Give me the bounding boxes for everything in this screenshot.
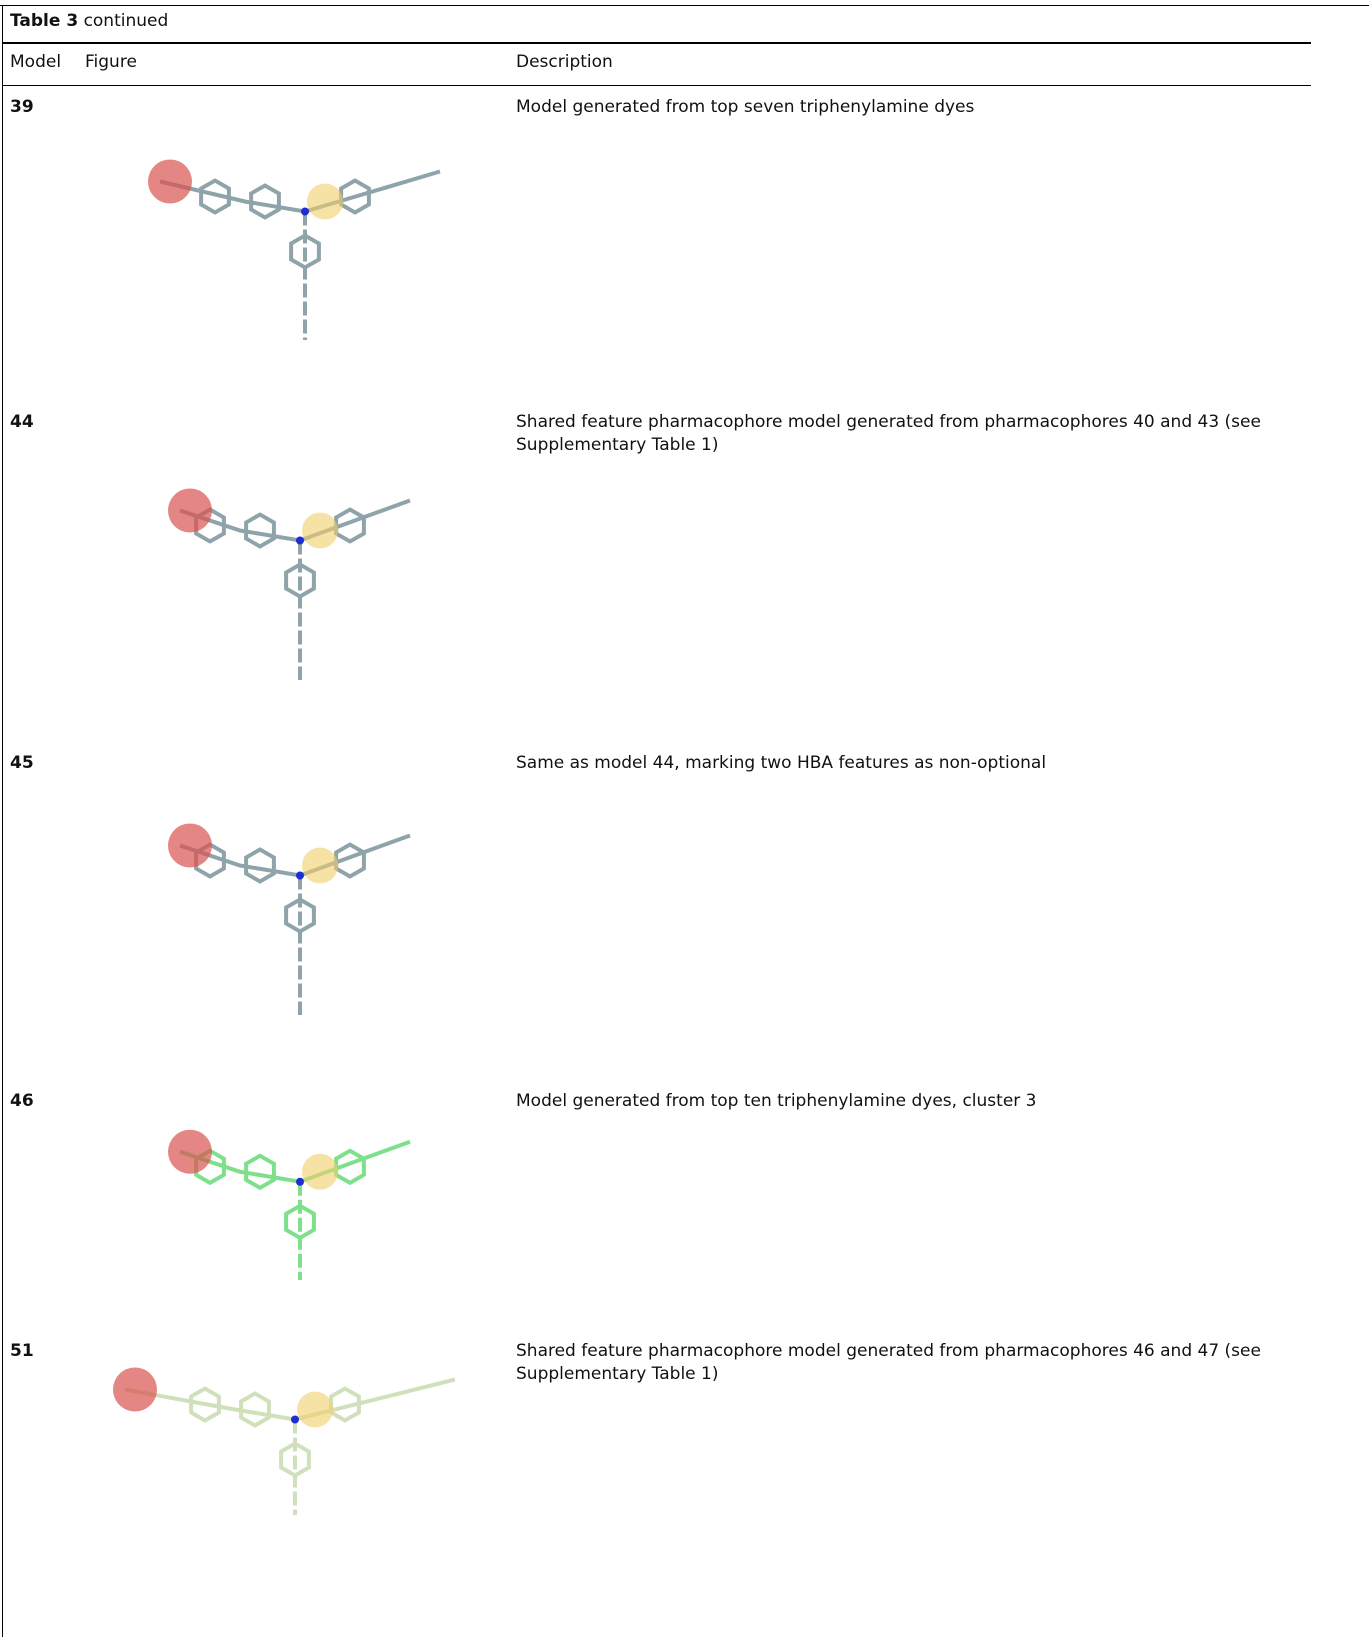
column-header: Description — [516, 51, 613, 74]
hba-feature — [148, 160, 192, 204]
ring-feature — [297, 1392, 333, 1428]
hba-feature — [168, 1130, 212, 1174]
molecule-figure — [150, 745, 450, 1035]
nitrogen — [301, 208, 309, 216]
ring-feature — [302, 848, 338, 884]
column-header: Figure — [85, 51, 137, 74]
description: Same as model 44, marking two HBA featur… — [516, 752, 1306, 775]
column-header: Model — [10, 51, 61, 74]
model-id: 44 — [10, 411, 34, 434]
molecule-figure — [150, 1085, 450, 1300]
model-id: 51 — [10, 1340, 34, 1363]
rule — [0, 5, 1369, 6]
description: Shared feature pharmacophore model gener… — [516, 411, 1306, 457]
molecule-figure — [130, 90, 480, 360]
hba-feature — [168, 824, 212, 868]
nitrogen — [296, 1178, 304, 1186]
rule — [3, 42, 1311, 44]
ring-feature — [307, 184, 343, 220]
bond — [180, 501, 410, 541]
table-caption: Table 3 continued — [10, 10, 168, 33]
caption-suffix: continued — [84, 11, 169, 31]
model-id: 45 — [10, 752, 34, 775]
hba-feature — [113, 1368, 157, 1412]
rule — [2, 5, 3, 1637]
ring-feature — [302, 513, 338, 549]
page: Table 3 continued Model Figure Descripti… — [0, 0, 1369, 1637]
hba-feature — [168, 489, 212, 533]
model-id: 39 — [10, 96, 34, 119]
bond — [125, 1380, 455, 1420]
description: Model generated from top ten triphenylam… — [516, 1090, 1306, 1113]
bond — [180, 1142, 410, 1182]
caption-label: Table 3 — [10, 11, 78, 31]
nitrogen — [296, 872, 304, 880]
nitrogen — [296, 537, 304, 545]
model-id: 46 — [10, 1090, 34, 1113]
bond — [180, 836, 410, 876]
ring-feature — [302, 1154, 338, 1190]
nitrogen — [291, 1416, 299, 1424]
molecule-figure — [95, 1325, 495, 1535]
description: Model generated from top seven triphenyl… — [516, 96, 1306, 119]
rule — [3, 85, 1311, 86]
molecule-figure — [150, 410, 450, 700]
description: Shared feature pharmacophore model gener… — [516, 1340, 1306, 1386]
